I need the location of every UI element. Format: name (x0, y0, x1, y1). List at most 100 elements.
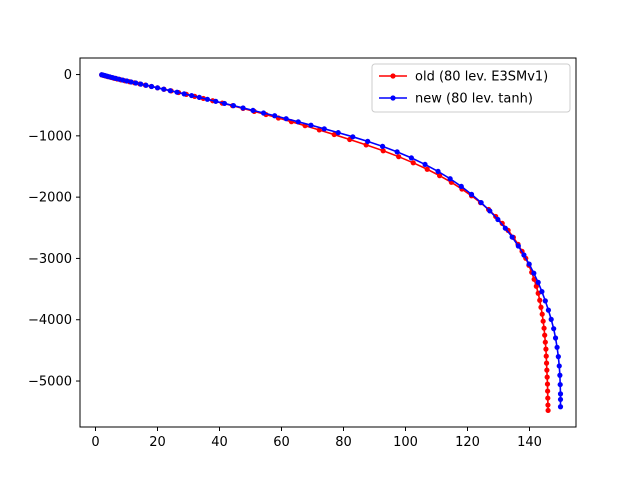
data-point (531, 270, 537, 276)
data-point (557, 404, 564, 410)
data-point (447, 176, 453, 182)
data-point (408, 155, 414, 161)
data-point (555, 354, 561, 360)
data-point (557, 381, 563, 388)
data-point (478, 199, 484, 206)
data-point (272, 113, 278, 119)
data-point (557, 372, 563, 378)
data-point (133, 80, 139, 86)
data-point (260, 110, 267, 116)
legend-label: old (80 lev. E3SMv1) (415, 70, 548, 85)
data-point (545, 395, 551, 401)
data-point (544, 374, 550, 380)
data-point (468, 191, 475, 197)
legend-entry: old (80 lev. E3SMv1) (379, 70, 548, 85)
data-point (189, 92, 195, 99)
data-point (542, 339, 548, 345)
data-point (424, 166, 430, 172)
data-point (521, 252, 527, 258)
data-point (181, 91, 187, 97)
data-point (295, 119, 301, 125)
data-point (365, 138, 371, 144)
data-point (554, 344, 560, 350)
data-point (394, 149, 400, 155)
data-point (543, 353, 549, 359)
data-point (515, 243, 521, 249)
data-point (537, 297, 543, 303)
data-point (161, 86, 167, 92)
legend-entry: new (80 lev. tanh) (379, 92, 533, 107)
legend: old (80 lev. E3SMv1) new (80 lev. tanh) (371, 63, 571, 113)
data-point (124, 78, 130, 84)
data-point (138, 81, 144, 87)
data-point (230, 103, 237, 109)
x-tick-label: 60 (273, 435, 290, 450)
series-old (99, 72, 551, 414)
data-point (548, 316, 554, 322)
data-point (552, 335, 559, 341)
series-line (101, 74, 549, 411)
data-point (396, 154, 402, 160)
y-tick-label: −3000 (28, 252, 72, 267)
axes-layer: 0 20 40 60 80 100 120 140 0 −1000 −2000 −3000 −4000 −… (28, 68, 542, 450)
data-point (380, 148, 386, 154)
data-point (410, 160, 416, 166)
data-point (542, 332, 548, 338)
y-tick-label: −1000 (28, 129, 72, 144)
legend-box (371, 63, 571, 113)
x-tick-label: 20 (149, 435, 166, 450)
data-point (321, 126, 327, 132)
data-point (526, 261, 532, 267)
data-point (545, 407, 551, 414)
x-tick-label: 40 (211, 435, 228, 450)
data-point (502, 225, 508, 231)
data-point (495, 216, 501, 223)
data-point (543, 360, 550, 366)
data-point (545, 402, 551, 408)
data-point (149, 83, 155, 90)
y-tick-label: 0 (64, 68, 72, 83)
x-tick-label: 80 (335, 435, 352, 450)
data-point (541, 325, 547, 331)
data-point (196, 94, 202, 101)
data-point (250, 107, 256, 114)
data-point (535, 279, 541, 285)
data-point (174, 89, 180, 95)
data-point (204, 96, 211, 102)
y-tick-label: −5000 (28, 375, 72, 390)
data-point (143, 82, 149, 88)
data-point (539, 311, 545, 317)
series-line (101, 73, 562, 407)
legend-marker (390, 95, 396, 101)
y-tick-label: −4000 (28, 313, 72, 328)
data-point (545, 388, 551, 394)
data-point (557, 391, 564, 397)
data-point (120, 77, 126, 83)
data-point (542, 298, 548, 304)
data-point (308, 122, 314, 128)
data-point (316, 127, 322, 133)
x-tick-label: 140 (517, 435, 542, 450)
data-point (487, 208, 493, 214)
data-point (551, 326, 557, 332)
data-point (544, 381, 551, 387)
x-tick-label: 100 (393, 435, 418, 450)
data-point (540, 318, 546, 324)
legend-label: new (80 lev. tanh) (415, 92, 533, 107)
data-point (435, 168, 441, 174)
x-tick-label: 120 (455, 435, 480, 450)
data-point (128, 79, 134, 85)
series-layer (99, 72, 564, 414)
data-point (539, 289, 545, 295)
data-point (556, 363, 562, 369)
data-point (543, 346, 549, 352)
data-point (544, 367, 550, 373)
legend-marker (390, 73, 396, 79)
plot-frame (79, 57, 577, 428)
data-point (350, 134, 356, 140)
data-point (509, 234, 515, 240)
data-point (538, 304, 544, 310)
data-point (437, 173, 443, 179)
x-tick-label: 0 (91, 435, 99, 450)
data-point (283, 116, 289, 122)
